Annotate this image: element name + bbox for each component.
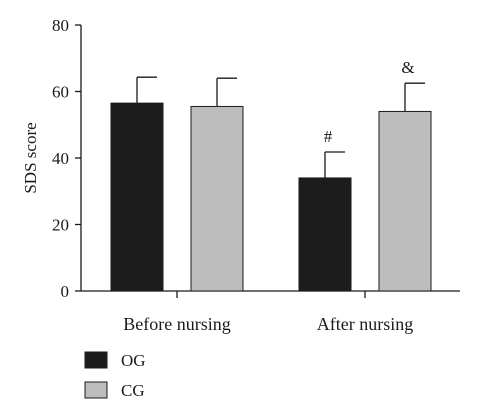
y-axis-title: SDS score xyxy=(21,122,40,193)
bar-CG-1 xyxy=(378,110,432,292)
y-tick-label-4: 80 xyxy=(52,16,69,35)
bar-CG-0 xyxy=(190,105,244,292)
axes: 0 20 40 60 80 SDS score Before nursing After nu… xyxy=(21,16,460,334)
annotations: #& xyxy=(324,58,415,146)
legend-label-OG: OG xyxy=(121,351,146,370)
bar-OG-0 xyxy=(110,102,164,292)
y-tick-label-0: 0 xyxy=(61,282,70,301)
y-tick-label-2: 40 xyxy=(52,149,69,168)
x-tick-label-1: After nursing xyxy=(317,314,413,334)
bar-OG-1 xyxy=(298,177,352,292)
legend-swatch-OG xyxy=(84,351,108,369)
legend-swatch-CG xyxy=(84,381,108,399)
x-tick-label-0: Before nursing xyxy=(123,314,230,334)
legend-label-CG: CG xyxy=(121,381,145,400)
error-bars xyxy=(136,76,425,178)
y-tick-label-1: 20 xyxy=(52,216,69,235)
y-tick-label-3: 60 xyxy=(52,83,69,102)
bars xyxy=(110,102,432,292)
annotation-1: & xyxy=(401,58,414,77)
annotation-0: # xyxy=(324,127,333,146)
legend: OG CG xyxy=(84,351,146,400)
